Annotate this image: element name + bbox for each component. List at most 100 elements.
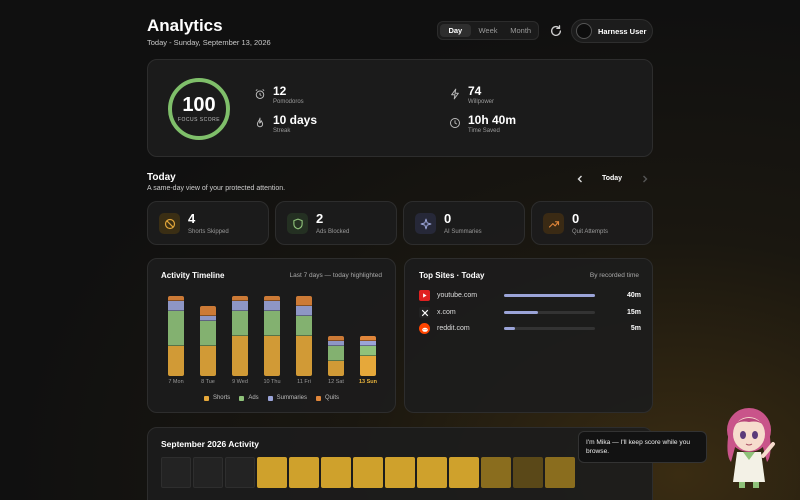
site-name: reddit.com: [437, 325, 470, 332]
focus-score-ring: [168, 78, 230, 140]
bar-segment-shorts: [296, 336, 312, 376]
bar-segment-summaries: [168, 301, 184, 311]
bar-segment-ads: [360, 346, 376, 356]
card-ads-blocked: 2 Ads Blocked: [275, 201, 397, 245]
heatmap-day-cell[interactable]: [257, 457, 287, 488]
page-header: Analytics Today - Sunday, September 13, …: [147, 16, 653, 52]
heatmap-day-cell[interactable]: [225, 457, 255, 488]
bar-segment-summaries: [200, 316, 216, 321]
heatmap-day-cell[interactable]: [385, 457, 415, 488]
bar-segment-ads: [168, 311, 184, 346]
site-name: youtube.com: [437, 292, 478, 299]
site-time: 5m: [630, 325, 641, 332]
stat-label: Streak: [273, 128, 291, 134]
top-sites-title: Top Sites · Today: [419, 271, 485, 280]
legend-item-quits: Quits: [316, 395, 339, 401]
bar-segment-quits: [296, 296, 312, 306]
legend-label: Summaries: [276, 395, 307, 401]
bar-segment-shorts: [168, 346, 184, 376]
sparkle-icon: [415, 213, 436, 234]
heatmap-day-cell[interactable]: [353, 457, 383, 488]
stat-label: Time Saved: [468, 128, 500, 134]
heatmap-day-cell[interactable]: [417, 457, 447, 488]
bar-segment-shorts: [232, 336, 248, 376]
heatmap-day-cell[interactable]: [481, 457, 511, 488]
timeline-bar: [328, 336, 344, 376]
lightning-icon: [451, 88, 459, 100]
site-time: 40m: [626, 292, 641, 299]
bar-segment-summaries: [296, 306, 312, 316]
card-value: 4: [188, 211, 196, 226]
stat-label: Willpower: [468, 99, 495, 105]
focus-score-label: FOCUS SCORE: [177, 117, 221, 123]
bar-segment-shorts: [264, 336, 280, 376]
site-row-reddit[interactable]: reddit.com 5m: [419, 323, 641, 334]
heatmap-day-cell[interactable]: [449, 457, 479, 488]
timeline-day-label: 11 Fri: [297, 379, 311, 385]
card-value: 0: [572, 211, 580, 226]
card-ai-summaries: 0 AI Summaries: [403, 201, 525, 245]
bar-segment-quits: [360, 336, 376, 341]
timeline-bar: [200, 306, 216, 376]
heatmap-day-cell[interactable]: [545, 457, 575, 488]
top-sites-note: By recorded time: [589, 272, 639, 279]
range-week-button[interactable]: Week: [478, 26, 498, 35]
legend-item-summaries: Summaries: [267, 395, 307, 401]
focus-score-value: 100: [182, 94, 216, 116]
timeline-bar: [264, 296, 280, 376]
alarm-clock-icon: [255, 89, 265, 99]
timeline-bar: [232, 296, 248, 376]
page-subtitle: Today - Sunday, September 13, 2026: [147, 38, 271, 47]
timeline-bar: [296, 296, 312, 376]
legend-item-ads: Ads: [239, 395, 259, 401]
card-label: Quit Attempts: [572, 229, 609, 235]
legend-item-shorts: Shorts: [203, 395, 231, 401]
site-row-youtube[interactable]: youtube.com 40m: [419, 290, 641, 301]
user-menu[interactable]: Harness User: [571, 19, 653, 43]
site-usage-bar: [504, 327, 595, 330]
card-quit-attempts: 0 Quit Attempts: [531, 201, 653, 245]
card-value: 2: [316, 211, 324, 226]
heatmap-day-cell[interactable]: [161, 457, 191, 488]
bar-segment-ads: [328, 346, 344, 361]
timeline-bar: [168, 296, 184, 376]
heatmap-day-cell[interactable]: [193, 457, 223, 488]
mascot-character[interactable]: [715, 400, 783, 490]
card-value: 0: [444, 211, 452, 226]
site-name: x.com: [437, 309, 456, 316]
heatmap-day-cell[interactable]: [321, 457, 351, 488]
timeline-title: Activity Timeline: [161, 271, 225, 280]
bar-segment-quits: [328, 336, 344, 341]
bar-segment-summaries: [232, 301, 248, 311]
site-usage-bar: [504, 311, 595, 314]
timeline-note: Last 7 days — today highlighted: [289, 272, 382, 279]
range-month-button[interactable]: Month: [510, 26, 532, 35]
refresh-icon[interactable]: [549, 24, 563, 38]
bar-segment-quits: [264, 296, 280, 301]
card-label: Shorts Skipped: [188, 229, 229, 235]
timeline-day-label: 12 Sat: [328, 379, 344, 385]
block-icon: [159, 213, 180, 234]
legend-label: Ads: [248, 395, 259, 401]
today-section-title: Today: [147, 172, 176, 183]
bar-segment-summaries: [328, 341, 344, 346]
chevron-left-icon[interactable]: [575, 174, 585, 184]
bar-segment-ads: [200, 321, 216, 346]
card-shorts-skipped: 4 Shorts Skipped: [147, 201, 269, 245]
legend-label: Shorts: [212, 395, 231, 401]
heatmap-day-cell[interactable]: [289, 457, 319, 488]
focus-summary-card: 100 FOCUS SCORE 12 Pomodoros 74 Willpowe…: [147, 59, 653, 157]
site-usage-bar: [504, 294, 595, 297]
bar-segment-quits: [232, 296, 248, 301]
bar-segment-shorts: [360, 356, 376, 376]
bar-segment-ads: [296, 316, 312, 336]
bar-segment-summaries: [264, 301, 280, 311]
heatmap-day-cell[interactable]: [513, 457, 543, 488]
today-nav-label[interactable]: Today: [601, 175, 623, 182]
range-day-button[interactable]: Day: [440, 24, 471, 37]
stat-value: 10 days: [273, 113, 318, 127]
site-time: 15m: [626, 309, 641, 316]
range-selector: Day Week Month: [437, 21, 539, 40]
page-title: Analytics: [147, 16, 223, 35]
site-row-x[interactable]: x.com 15m: [419, 307, 641, 318]
